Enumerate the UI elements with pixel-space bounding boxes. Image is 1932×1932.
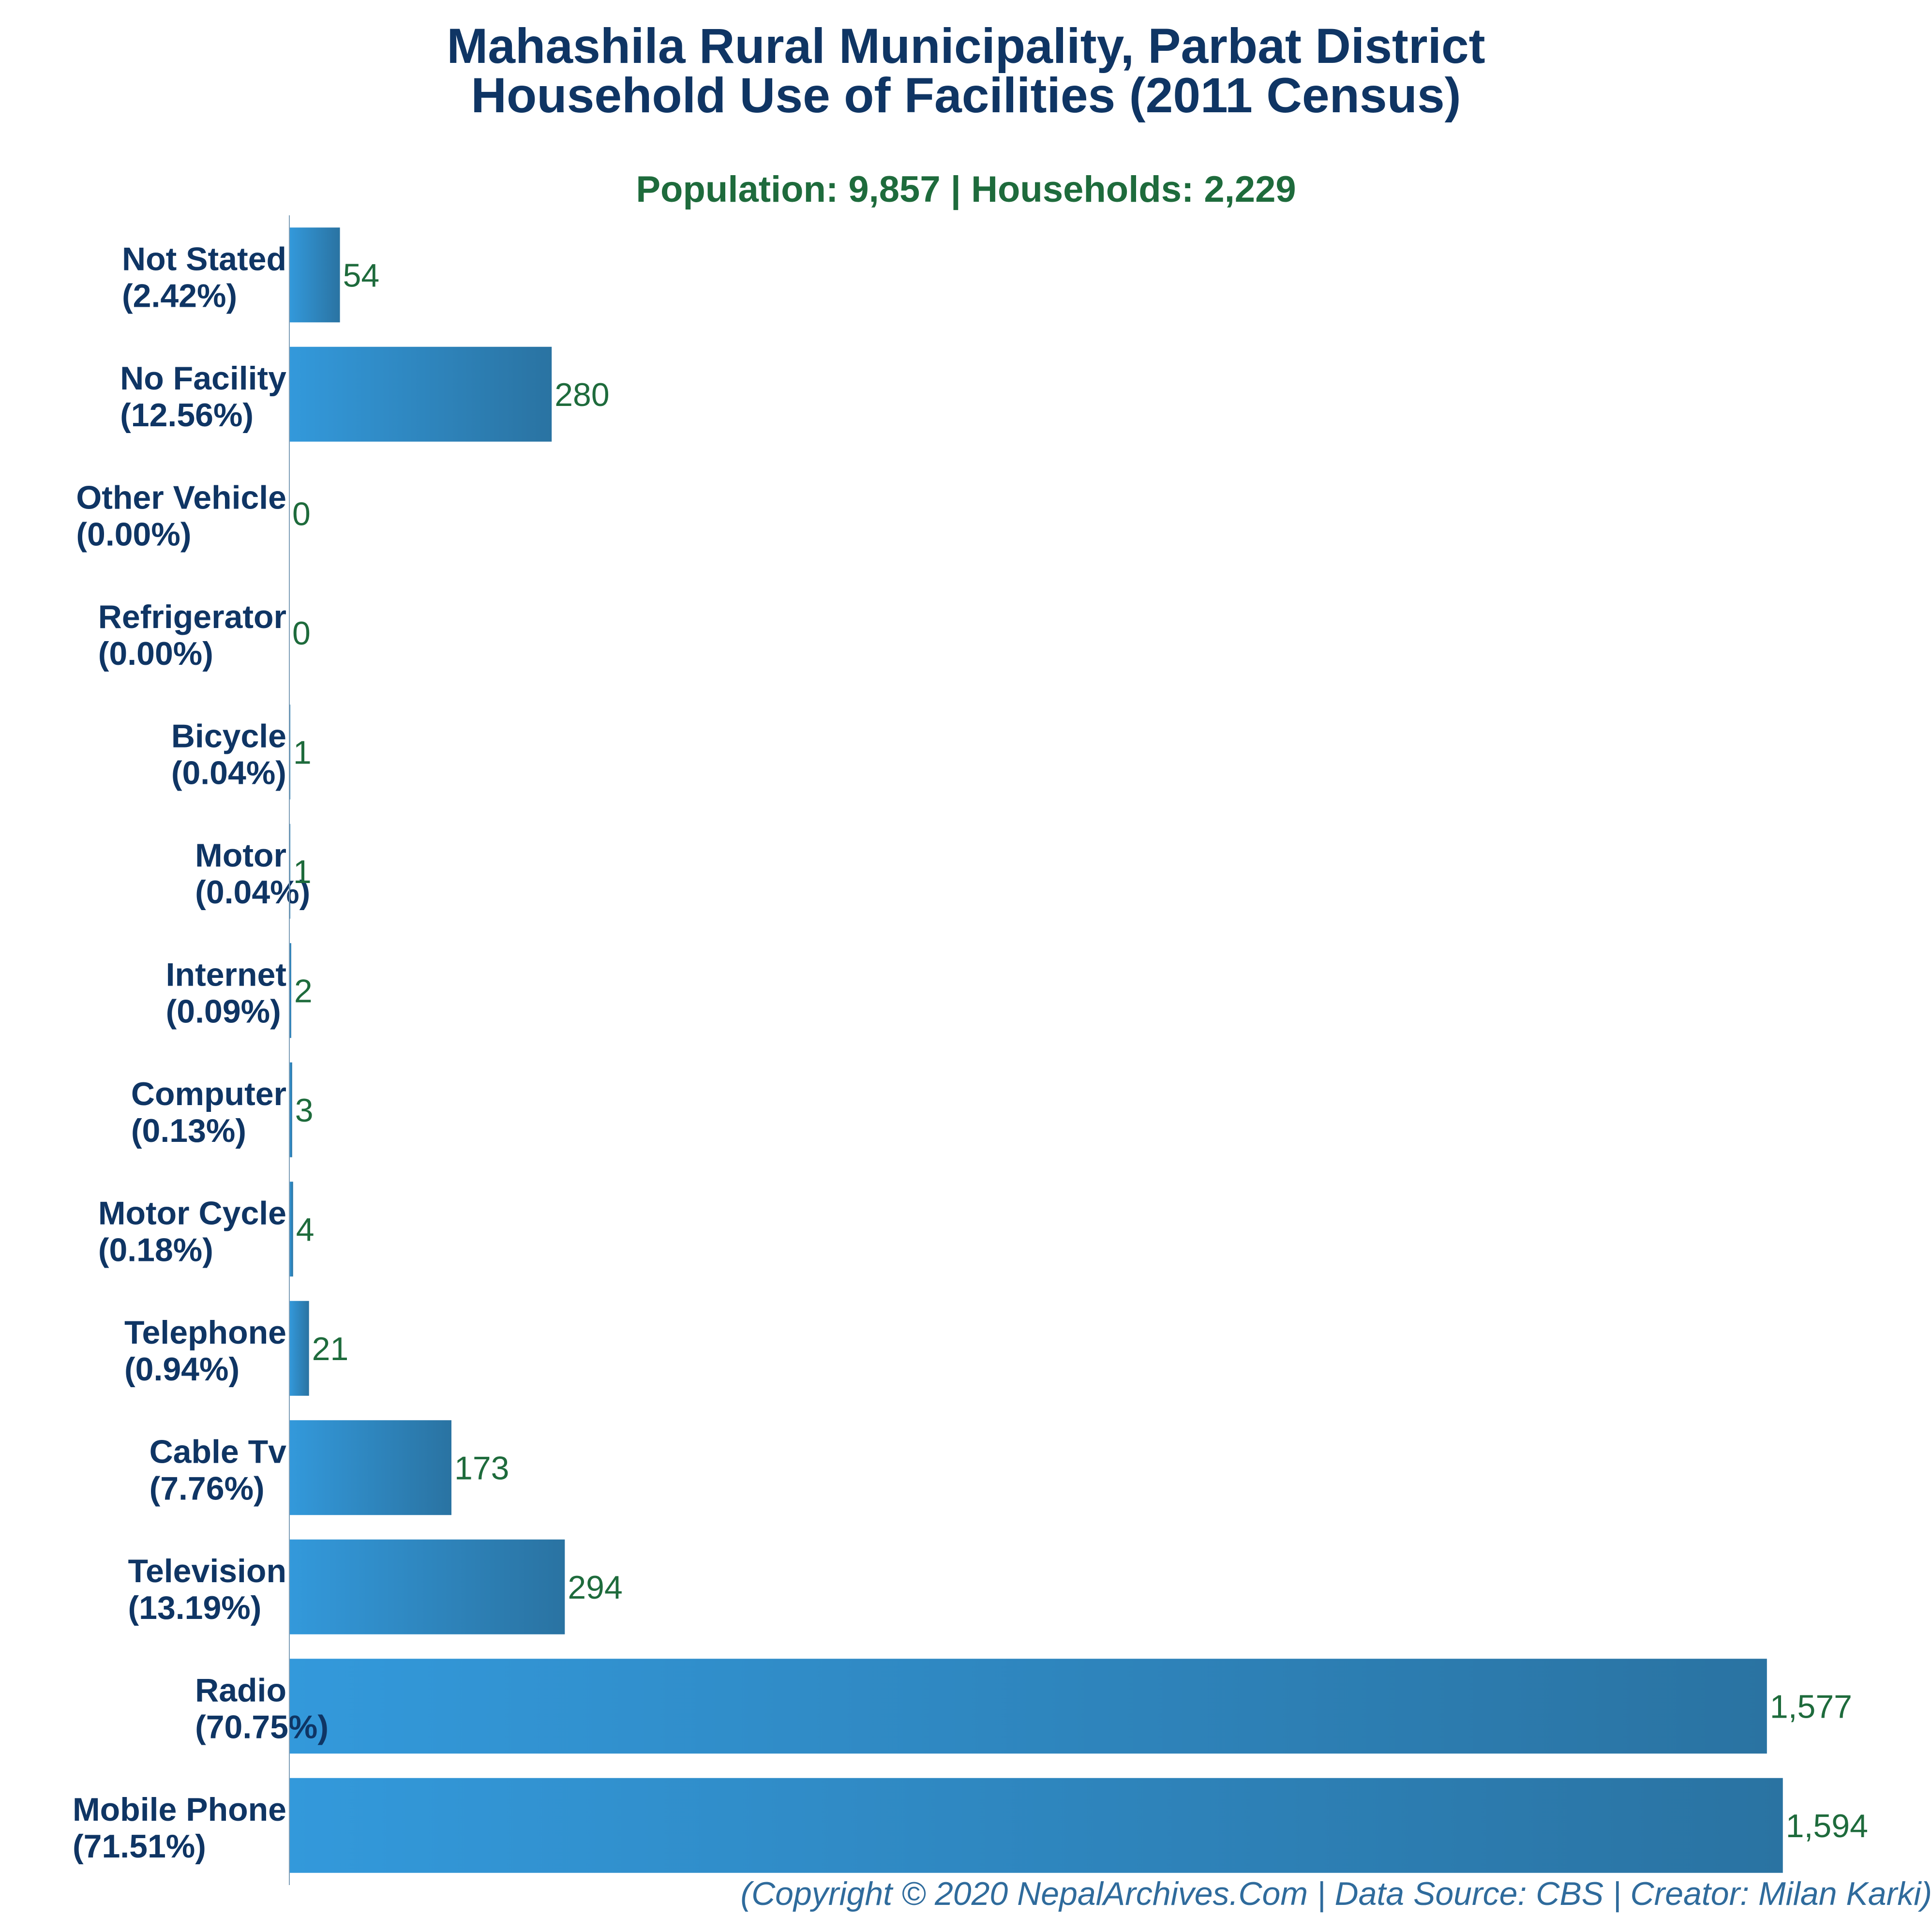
category-label-internet: Internet (0.09%) <box>166 956 286 1030</box>
bar-internet <box>289 943 291 1038</box>
category-label-not-stated: Not Stated (2.42%) <box>122 240 286 314</box>
category-name: Internet <box>166 956 286 993</box>
category-percent: (0.13%) <box>131 1112 246 1149</box>
bar-television <box>289 1539 565 1634</box>
copyright-footer: (Copyright © 2020 NepalArchives.Com | Da… <box>740 1875 1932 1912</box>
category-name: Refrigerator <box>98 599 286 635</box>
category-name: Mobile Phone <box>73 1791 286 1828</box>
value-label-mobile-phone: 1,594 <box>1786 1808 1868 1844</box>
category-name: Motor Cycle <box>98 1195 286 1231</box>
bar-cable-tv <box>289 1420 452 1515</box>
category-name: No Facility <box>120 360 286 397</box>
category-name: Radio <box>195 1672 286 1708</box>
category-percent: (0.09%) <box>166 993 281 1030</box>
category-percent: (7.76%) <box>150 1470 265 1507</box>
bar-not-stated <box>289 227 340 323</box>
value-label-computer: 3 <box>295 1092 314 1129</box>
value-label-bicycle: 1 <box>293 734 312 771</box>
category-label-other-vehicle: Other Vehicle (0.00%) <box>76 479 286 553</box>
bars-layer <box>289 227 1783 1873</box>
category-label-motor-cycle: Motor Cycle (0.18%) <box>98 1195 286 1268</box>
value-label-motor-cycle: 4 <box>296 1211 315 1248</box>
category-percent: (0.94%) <box>124 1351 240 1388</box>
category-labels-layer: Not Stated (2.42%) No Facility (12.56%) Othe… <box>73 240 329 1865</box>
category-name: Computer <box>131 1076 286 1112</box>
category-name: Not Stated <box>122 240 286 277</box>
value-label-not-stated: 54 <box>343 257 380 294</box>
category-percent: (71.51%) <box>73 1828 206 1865</box>
category-percent: (70.75%) <box>195 1708 329 1745</box>
category-label-telephone: Telephone (0.94%) <box>124 1314 286 1388</box>
bar-mobile-phone <box>289 1778 1783 1873</box>
category-label-cable-tv: Cable Tv (7.76%) <box>150 1433 287 1507</box>
category-percent: (0.04%) <box>195 874 310 911</box>
category-percent: (12.56%) <box>120 397 254 434</box>
category-name: Motor <box>195 837 286 874</box>
category-percent: (2.42%) <box>122 277 237 314</box>
category-label-radio: Radio (70.75%) <box>195 1672 329 1745</box>
category-name: Cable Tv <box>150 1433 287 1470</box>
chart-title-line-2: Household Use of Facilities (2011 Census… <box>471 68 1461 123</box>
bar-computer <box>289 1062 292 1157</box>
category-name: Telephone <box>124 1314 286 1351</box>
category-label-motor: Motor (0.04%) <box>195 837 310 911</box>
value-label-radio: 1,577 <box>1770 1688 1852 1725</box>
category-percent: (0.00%) <box>98 635 213 672</box>
category-name: Television <box>128 1553 286 1589</box>
category-percent: (0.00%) <box>76 516 191 553</box>
category-percent: (0.18%) <box>98 1231 213 1268</box>
category-name: Bicycle <box>171 718 286 754</box>
category-percent: (0.04%) <box>171 754 286 791</box>
category-label-mobile-phone: Mobile Phone (71.51%) <box>73 1791 286 1865</box>
category-label-television: Television (13.19%) <box>128 1553 286 1626</box>
value-label-cable-tv: 173 <box>454 1450 509 1486</box>
bar-motor-cycle <box>289 1182 293 1277</box>
value-label-motor: 1 <box>293 854 312 890</box>
value-label-television: 294 <box>568 1569 622 1606</box>
value-label-refrigerator: 0 <box>292 615 311 652</box>
bar-radio <box>289 1659 1767 1754</box>
category-label-bicycle: Bicycle (0.04%) <box>171 718 286 791</box>
category-percent: (13.19%) <box>128 1589 261 1626</box>
bar-telephone <box>289 1301 309 1396</box>
category-label-no-facility: No Facility (12.56%) <box>120 360 286 434</box>
bar-no-facility <box>289 346 552 442</box>
category-label-computer: Computer (0.13%) <box>131 1076 286 1149</box>
category-label-refrigerator: Refrigerator (0.00%) <box>98 599 286 672</box>
category-name: Other Vehicle <box>76 479 286 516</box>
chart-subtitle: Population: 9,857 | Households: 2,229 <box>636 169 1296 210</box>
chart-title: Mahashila Rural Municipality, Parbat Dis… <box>447 18 1485 74</box>
value-label-internet: 2 <box>294 973 313 1009</box>
value-labels-layer: 54 280 0 0 1 1 2 3 4 21 173 294 1,577 1,594 <box>292 257 1868 1844</box>
value-label-no-facility: 280 <box>554 376 609 413</box>
value-label-other-vehicle: 0 <box>292 495 311 532</box>
value-label-telephone: 21 <box>312 1331 349 1367</box>
